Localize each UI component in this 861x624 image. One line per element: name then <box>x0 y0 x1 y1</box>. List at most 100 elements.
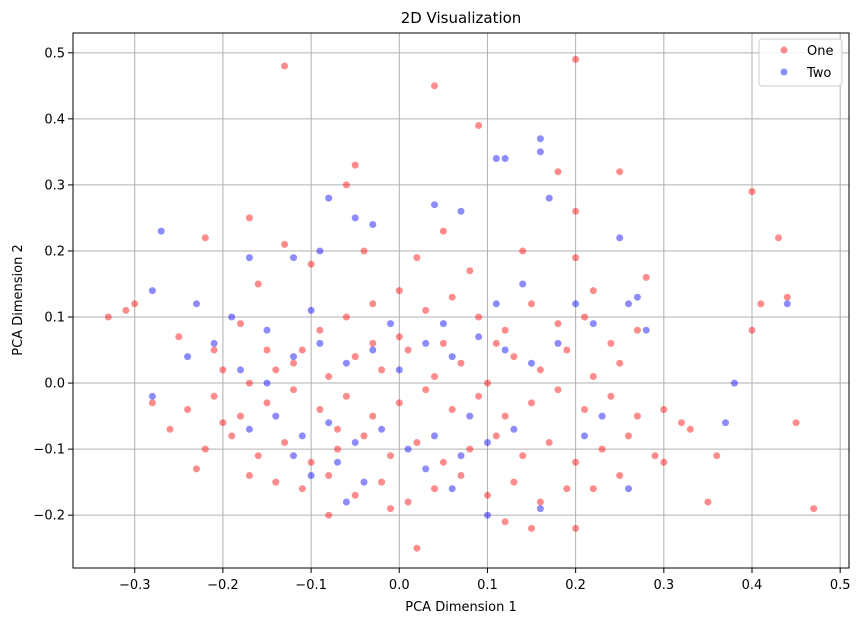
point-two <box>448 485 456 493</box>
point-one <box>351 491 359 499</box>
point-one <box>325 511 333 519</box>
y-tick-label: 0.5 <box>44 46 65 61</box>
point-two <box>404 445 412 453</box>
point-one <box>704 498 712 506</box>
point-one <box>360 432 368 440</box>
point-one <box>431 82 438 90</box>
point-two <box>730 379 738 387</box>
point-two <box>492 155 500 162</box>
point-one <box>245 379 253 387</box>
point-one <box>660 406 668 413</box>
point-two <box>148 287 156 295</box>
point-one <box>563 485 571 493</box>
point-two <box>484 439 491 446</box>
point-one <box>193 465 200 473</box>
point-one <box>395 333 403 341</box>
point-one <box>501 518 509 526</box>
point-two <box>290 452 297 460</box>
point-two <box>536 505 544 513</box>
point-two <box>625 300 632 308</box>
point-two <box>334 458 341 466</box>
point-two <box>422 465 430 473</box>
point-two <box>422 339 430 347</box>
x-tick-label: −0.1 <box>295 578 327 593</box>
point-one <box>484 379 491 387</box>
point-two <box>290 254 297 262</box>
point-one <box>413 439 421 446</box>
point-one <box>572 458 580 466</box>
point-one <box>369 412 377 420</box>
point-one <box>122 306 130 314</box>
point-one <box>298 346 306 354</box>
point-two <box>457 207 465 215</box>
y-tick-label: 0.3 <box>44 178 65 193</box>
point-one <box>290 359 297 367</box>
point-one <box>369 300 377 308</box>
point-two <box>342 498 350 506</box>
legend-marker-one <box>780 46 788 54</box>
point-two <box>466 412 474 420</box>
point-one <box>545 439 553 446</box>
point-one <box>316 406 324 413</box>
point-one <box>413 254 421 262</box>
point-one <box>775 234 782 242</box>
point-one <box>519 247 527 255</box>
point-one <box>263 399 271 407</box>
y-tick-label: 0.1 <box>44 311 65 326</box>
point-one <box>342 392 350 400</box>
point-one <box>148 399 156 407</box>
point-one <box>572 55 580 63</box>
point-one <box>334 445 341 453</box>
point-one <box>589 485 597 493</box>
point-one <box>298 485 306 493</box>
point-one <box>678 419 685 427</box>
x-axis-label: PCA Dimension 1 <box>405 600 516 615</box>
point-one <box>510 353 518 361</box>
point-two <box>554 339 562 347</box>
point-two <box>290 353 297 361</box>
point-one <box>104 313 112 321</box>
point-one <box>616 168 624 176</box>
point-two <box>228 313 236 321</box>
point-one <box>484 491 491 499</box>
x-tick-label: 0.0 <box>389 578 410 593</box>
x-tick-label: −0.2 <box>207 578 239 593</box>
point-one <box>404 346 412 354</box>
point-one <box>245 472 253 479</box>
point-one <box>201 234 209 242</box>
point-two <box>272 412 280 420</box>
point-one <box>554 168 562 176</box>
point-one <box>210 346 218 354</box>
point-one <box>448 293 456 301</box>
point-two <box>307 306 315 314</box>
y-tick-label: 0.0 <box>44 377 65 392</box>
point-one <box>422 386 430 394</box>
point-two <box>625 485 632 493</box>
point-one <box>422 306 430 314</box>
point-one <box>528 524 535 532</box>
point-one <box>272 478 280 486</box>
x-tick-label: 0.5 <box>830 578 851 593</box>
point-one <box>475 313 483 321</box>
point-one <box>166 425 174 433</box>
point-one <box>748 326 756 334</box>
point-one <box>642 273 650 281</box>
point-two <box>519 280 527 288</box>
point-one <box>413 544 421 552</box>
point-two <box>492 300 500 308</box>
point-one <box>281 439 289 446</box>
point-two <box>325 419 333 427</box>
point-two <box>536 148 544 156</box>
point-one <box>713 452 721 460</box>
point-two <box>475 333 483 341</box>
point-two <box>783 300 791 308</box>
point-two <box>148 392 156 400</box>
point-one <box>228 432 236 440</box>
point-one <box>572 207 580 215</box>
point-two <box>351 214 359 222</box>
point-two <box>387 320 394 328</box>
point-two <box>369 221 377 228</box>
point-one <box>395 287 403 295</box>
point-two <box>484 511 491 519</box>
